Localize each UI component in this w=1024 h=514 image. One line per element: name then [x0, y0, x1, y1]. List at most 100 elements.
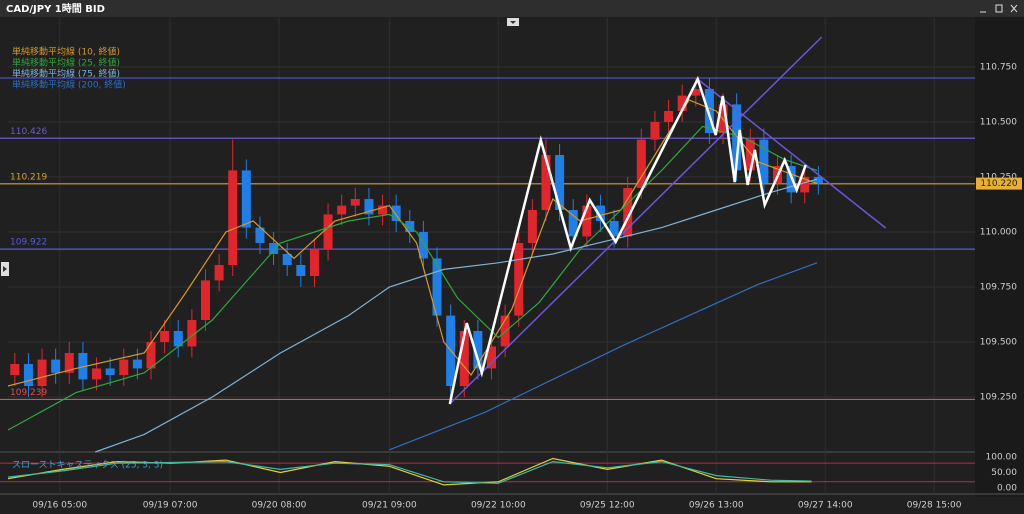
candle-body	[664, 111, 674, 122]
candle-body	[378, 205, 388, 215]
close-button[interactable]	[1010, 4, 1018, 13]
candle-body	[418, 232, 428, 259]
candle-body	[282, 254, 292, 265]
candle-body	[514, 243, 524, 316]
candle-body	[555, 155, 565, 210]
moving-average-line	[94, 178, 818, 453]
candle-body	[323, 214, 333, 250]
last-price-tag	[976, 177, 1022, 190]
candle-body	[813, 177, 823, 184]
candle-body	[119, 359, 129, 375]
candle-body	[228, 170, 238, 265]
x-tick-label: 09/28 15:00	[907, 501, 962, 511]
y-tick-label: 110.750	[980, 63, 1017, 73]
maximize-button[interactable]	[995, 4, 1003, 13]
candle-body	[364, 199, 374, 215]
candle-body	[337, 205, 347, 215]
x-tick-label: 09/20 08:00	[252, 501, 307, 511]
candle-body	[78, 353, 88, 380]
plot-background	[0, 17, 1024, 514]
candle-body	[487, 346, 496, 369]
candle-body	[173, 331, 183, 347]
legend-entry: 単純移動平均線 (25, 終値)	[12, 57, 120, 69]
candle-body	[595, 205, 605, 221]
x-tick-label: 09/22 10:00	[471, 501, 526, 511]
candle-body	[132, 359, 142, 369]
x-tick-label: 09/21 09:00	[362, 501, 417, 511]
candle-body	[269, 243, 279, 254]
horizontal-line-label: 110.426	[10, 127, 47, 137]
candle-body	[37, 359, 47, 386]
y-tick-label: 109.750	[980, 283, 1017, 293]
x-tick-label: 09/25 12:00	[580, 501, 635, 511]
candle-body	[691, 89, 701, 96]
candle-body	[214, 265, 224, 281]
side-icon	[3, 266, 7, 272]
x-tick-label: 09/26 13:00	[689, 501, 744, 511]
price-axis-background	[975, 17, 1024, 497]
candle-body	[623, 188, 633, 237]
legend-entry: 単純移動平均線 (10, 終値)	[12, 46, 120, 58]
oscillator-tick-label: 50.00	[991, 468, 1017, 478]
candle-body	[459, 331, 469, 386]
x-tick-label: 09/19 07:00	[143, 501, 198, 511]
candle-body	[650, 122, 660, 140]
candle-body	[92, 368, 102, 380]
candle-body	[51, 359, 61, 373]
moving-average-line	[7, 125, 818, 431]
candle-body	[296, 265, 306, 276]
candle-body	[759, 139, 769, 184]
candle-body	[704, 89, 714, 133]
candle-body	[677, 95, 687, 111]
oscillator-tick-label: 0.00	[997, 483, 1017, 493]
candle-body	[473, 331, 483, 369]
y-tick-label: 110.000	[980, 228, 1017, 238]
candle-body	[146, 342, 156, 369]
trend-line	[449, 36, 823, 405]
y-tick-label: 109.250	[980, 393, 1017, 403]
window-controls[interactable]	[980, 4, 1018, 13]
candle-body	[391, 205, 401, 221]
candle-body	[568, 210, 578, 237]
candle-body	[309, 249, 319, 276]
candle-body	[432, 258, 442, 316]
moving-average-line	[389, 262, 818, 451]
trend-line	[697, 78, 887, 229]
candle-body	[200, 280, 210, 320]
horizontal-line-label: 109.239	[10, 388, 47, 398]
candle-body	[10, 364, 20, 375]
last-price-label: 110.220	[980, 179, 1017, 189]
candle-body	[732, 104, 742, 171]
horizontal-line-label: 109.922	[10, 238, 47, 248]
candle-body	[636, 139, 646, 188]
horizontal-line-label: 110.219	[10, 172, 47, 182]
candle-body	[582, 205, 592, 237]
candle-body	[255, 227, 265, 243]
candle-body	[64, 353, 74, 373]
candle-body	[160, 331, 170, 342]
oscillator-line	[7, 460, 812, 484]
candle-body	[745, 139, 755, 171]
x-tick-label: 09/16 05:00	[32, 501, 87, 511]
chart-title: CAD/JPY 1時間 BID	[6, 2, 105, 15]
candle-body	[405, 221, 415, 232]
candle-body	[527, 210, 537, 243]
x-tick-label: 09/27 14:00	[798, 501, 853, 511]
candle-body	[541, 155, 551, 210]
oscillator-tick-label: 100.00	[986, 452, 1018, 462]
candle-body	[800, 177, 810, 193]
zigzag-line	[448, 75, 807, 405]
candle-body	[105, 368, 115, 375]
candle-body	[187, 320, 197, 347]
y-tick-label: 110.500	[980, 118, 1017, 128]
candle-body	[350, 199, 360, 206]
candle-body	[609, 221, 619, 237]
legend-entry: 単純移動平均線 (200, 終値)	[12, 79, 126, 91]
title-bar	[0, 0, 1024, 17]
y-tick-label: 110.250	[980, 173, 1017, 183]
collapse-icon	[510, 21, 516, 24]
candle-body	[23, 364, 33, 386]
candle-body	[241, 170, 251, 228]
